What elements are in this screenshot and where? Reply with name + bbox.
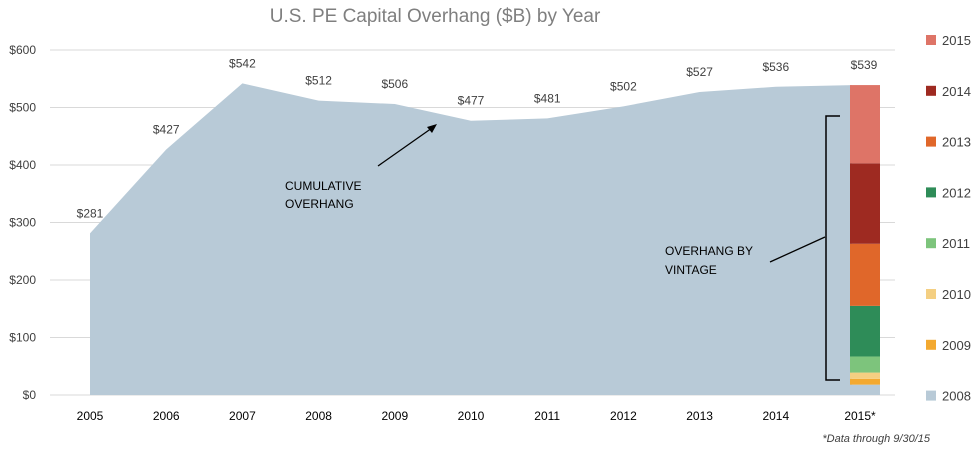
y-tick-label: $400 — [9, 158, 36, 172]
x-tick-label: 2008 — [305, 409, 332, 423]
annotation-arrow-line — [377, 127, 433, 167]
y-tick-label: $200 — [9, 273, 36, 287]
annotations: CUMULATIVE OVERHANG OVERHANG BY VINTAGE — [285, 115, 840, 381]
legend-swatch-2008 — [926, 390, 936, 401]
chart-title: U.S. PE Capital Overhang ($B) by Year — [270, 6, 601, 27]
legend-swatch-2014 — [926, 85, 936, 96]
legend-label: 2012 — [942, 185, 971, 200]
legend-label: 2014 — [942, 84, 971, 99]
annotation-bracket-pointer — [769, 236, 826, 263]
cumulative-overhang-area — [90, 83, 852, 395]
x-tick-label: 2010 — [458, 409, 485, 423]
data-label: $502 — [610, 79, 637, 93]
legend-label: 2010 — [942, 287, 971, 302]
data-label: $527 — [686, 65, 713, 79]
annotation-vintage-line1: OVERHANG BY — [665, 244, 753, 258]
x-tick-label: 2013 — [686, 409, 713, 423]
legend-label: 2013 — [942, 135, 971, 150]
annotation-arrowhead — [427, 124, 437, 133]
bar-segment-2015 — [850, 85, 880, 164]
y-tick-label: $300 — [9, 216, 36, 230]
legend-label: 2015 — [942, 33, 971, 48]
bar-segment-2013 — [850, 243, 880, 306]
y-tick-label: $500 — [9, 101, 36, 115]
bar-segment-2012 — [850, 305, 880, 357]
data-label: $481 — [534, 91, 561, 105]
data-label: $506 — [381, 77, 408, 91]
legend-label: 2011 — [942, 236, 970, 251]
legend-swatch-2015 — [926, 35, 936, 45]
data-label: $477 — [458, 94, 485, 108]
x-tick-label: 2009 — [381, 409, 408, 423]
x-tick-label: 2011 — [534, 409, 560, 423]
data-label: $539 — [851, 58, 878, 72]
legend-label: 2008 — [942, 389, 971, 404]
annotation-vintage-line2: VINTAGE — [665, 263, 717, 277]
legend-swatch-2012 — [926, 187, 936, 198]
x-tick-label: 2006 — [153, 409, 180, 423]
bar-segment-2009 — [850, 378, 880, 385]
x-tick-label: 2005 — [77, 409, 104, 423]
bar-segment-2014 — [850, 163, 880, 244]
annotation-cumulative-line2: OVERHANG — [285, 197, 354, 211]
legend-swatch-2009 — [926, 339, 936, 350]
x-tick-label: 2015* — [844, 409, 876, 423]
annotation-cumulative-line1: CUMULATIVE — [285, 179, 361, 193]
bar-segment-2011 — [850, 356, 880, 373]
data-label: $542 — [229, 56, 256, 70]
bar-segment-2008 — [850, 384, 880, 395]
x-tick-label: 2012 — [610, 409, 637, 423]
legend-label: 2009 — [942, 338, 971, 353]
data-labels: $281 $427 $542 $512 $506 $477 $481 $502 $527 $536… — [77, 56, 878, 220]
legend-swatch-2011 — [926, 238, 936, 249]
bar-segment-2010 — [850, 372, 880, 379]
y-tick-label: $0 — [23, 388, 37, 402]
x-tick-label: 2007 — [229, 409, 256, 423]
annotation-bracket — [825, 115, 840, 381]
y-axis-tick-labels: $0 $100 $200 $300 $400 $500 $600 — [9, 43, 36, 402]
legend-swatch-2010 — [926, 289, 936, 299]
x-tick-label: 2014 — [762, 409, 789, 423]
footnote: *Data through 9/30/15 — [822, 433, 931, 445]
y-tick-label: $600 — [9, 43, 36, 57]
data-label: $512 — [305, 74, 332, 88]
stacked-bar-2015 — [850, 85, 880, 395]
data-label: $427 — [153, 122, 180, 136]
data-label: $281 — [77, 206, 104, 220]
y-tick-label: $100 — [9, 331, 36, 345]
x-axis-tick-labels: 2005 2006 2007 2008 2009 2010 2011 2012 2013 2014… — [77, 409, 876, 423]
legend-swatch-2013 — [926, 136, 936, 147]
legend: 2015 2014 2013 2012 2011 2010 2009 2008 — [926, 33, 971, 404]
data-label: $536 — [762, 60, 789, 74]
area-series — [90, 83, 852, 395]
